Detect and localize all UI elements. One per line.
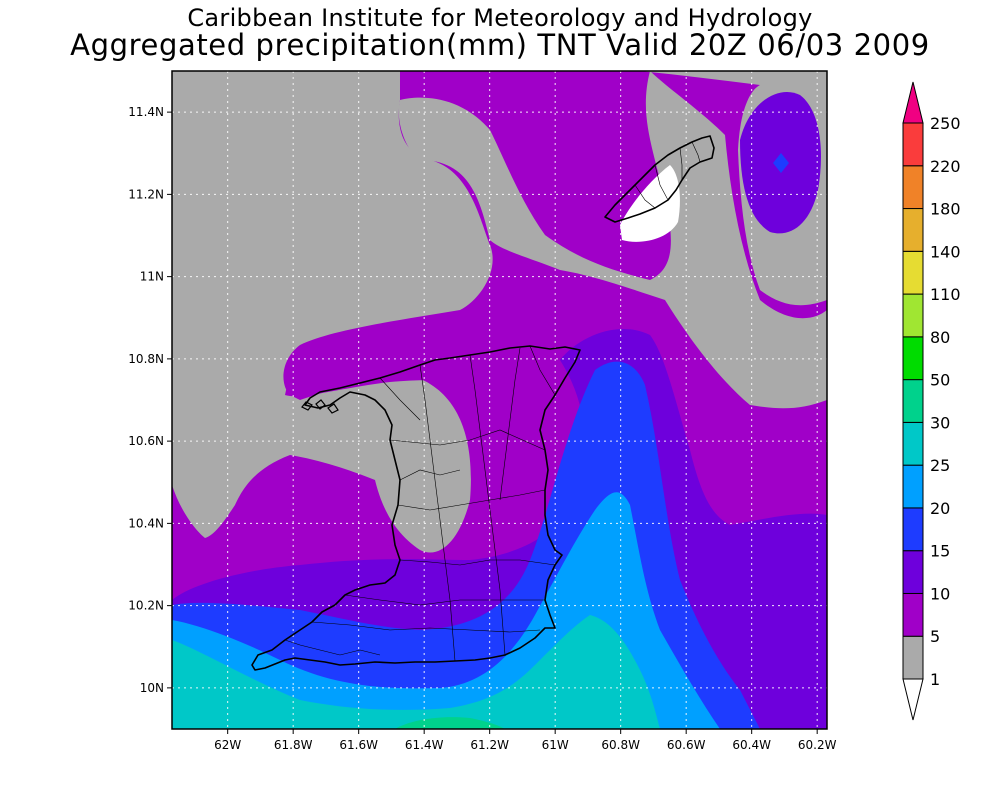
colorbar-swatch (902, 165, 924, 210)
precip-band-5-10-tongue (285, 317, 590, 397)
map-gridlines (172, 71, 827, 729)
precip-band-1-5-north (172, 71, 827, 409)
lon-tick-label: 61.2W (470, 738, 509, 752)
map-frame (171, 70, 828, 730)
colorbar-label: 10 (930, 584, 950, 603)
lon-tick-label: 61.8W (274, 738, 313, 752)
lon-tick-label: 60.4W (732, 738, 771, 752)
precip-band-below-1 (620, 165, 680, 242)
lon-tick-label: 60.2W (798, 738, 837, 752)
lat-tick-label: 11.4N (128, 105, 164, 119)
precip-band-25-30 (172, 615, 660, 729)
lat-tick-label: 10N (140, 681, 164, 695)
lat-tick-label: 10.4N (128, 516, 164, 530)
map-titles: Caribbean Institute for Meteorology and … (0, 0, 1000, 64)
colorbar-label: 1 (930, 670, 940, 689)
tobago-island (604, 135, 715, 223)
colorbar-label: 50 (930, 371, 950, 390)
latitude-axis: 11.4N 11.2N 11N 10.8N 10.6N 10.4N 10.2N 10N (128, 105, 172, 695)
map-title-product: Aggregated precipitation(mm) TNT Valid 2… (70, 28, 930, 62)
colorbar-swatch (902, 507, 924, 552)
colorbar-label: 180 (930, 200, 961, 219)
colorbar-swatch (902, 250, 924, 295)
colorbar-label: 140 (930, 242, 961, 261)
colorbar-label: 15 (930, 542, 950, 561)
lon-tick-label: 61W (542, 738, 569, 752)
colorbar-swatch (902, 464, 924, 509)
precip-band-1-5-west (172, 71, 493, 553)
precip-band-15-20-dot (773, 153, 789, 173)
colorbar-top-arrow (902, 81, 924, 124)
colorbar-label: 110 (930, 285, 961, 304)
colorbar-label: 250 (930, 114, 961, 133)
colorbar-bottom-arrow (902, 678, 924, 721)
lat-tick-label: 11N (140, 270, 164, 284)
map-title-institute: Caribbean Institute for Meteorology and … (187, 4, 813, 32)
lat-tick-label: 11.2N (128, 187, 164, 201)
colorbar-swatch (902, 592, 924, 637)
colorbar-swatch (902, 208, 924, 252)
colorbar-label: 80 (930, 328, 950, 347)
lon-tick-label: 60.8W (601, 738, 640, 752)
trinidad-island (251, 345, 581, 671)
lat-tick-label: 10.6N (128, 434, 164, 448)
longitude-axis: 62W 61.8W 61.6W 61.4W 61.2W 61W 60.8W 60.6W 60.4… (214, 729, 837, 752)
colorbar-label: 220 (930, 157, 961, 176)
colorbar-swatch (902, 421, 924, 466)
lon-tick-label: 61.6W (339, 738, 378, 752)
colorbar-swatch (902, 635, 924, 680)
lon-tick-label: 62W (214, 738, 241, 752)
lat-tick-label: 10.8N (128, 352, 164, 366)
lat-tick-label: 10.2N (128, 599, 164, 613)
colorbar-swatch (902, 122, 924, 167)
lon-tick-label: 60.6W (667, 738, 706, 752)
colorbar-label: 20 (930, 499, 950, 518)
colorbar-label: 25 (930, 456, 950, 475)
lon-tick-label: 61.4W (405, 738, 444, 752)
colorbar-label: 5 (930, 627, 940, 646)
colorbar-label: 30 (930, 413, 950, 432)
colorbar-swatch (902, 379, 924, 423)
precip-band-30-50 (395, 717, 505, 729)
colorbar-swatch (902, 293, 924, 338)
colorbar-swatch (902, 336, 924, 381)
precipitation-fill (172, 71, 827, 729)
colorbar-swatch (902, 550, 924, 594)
